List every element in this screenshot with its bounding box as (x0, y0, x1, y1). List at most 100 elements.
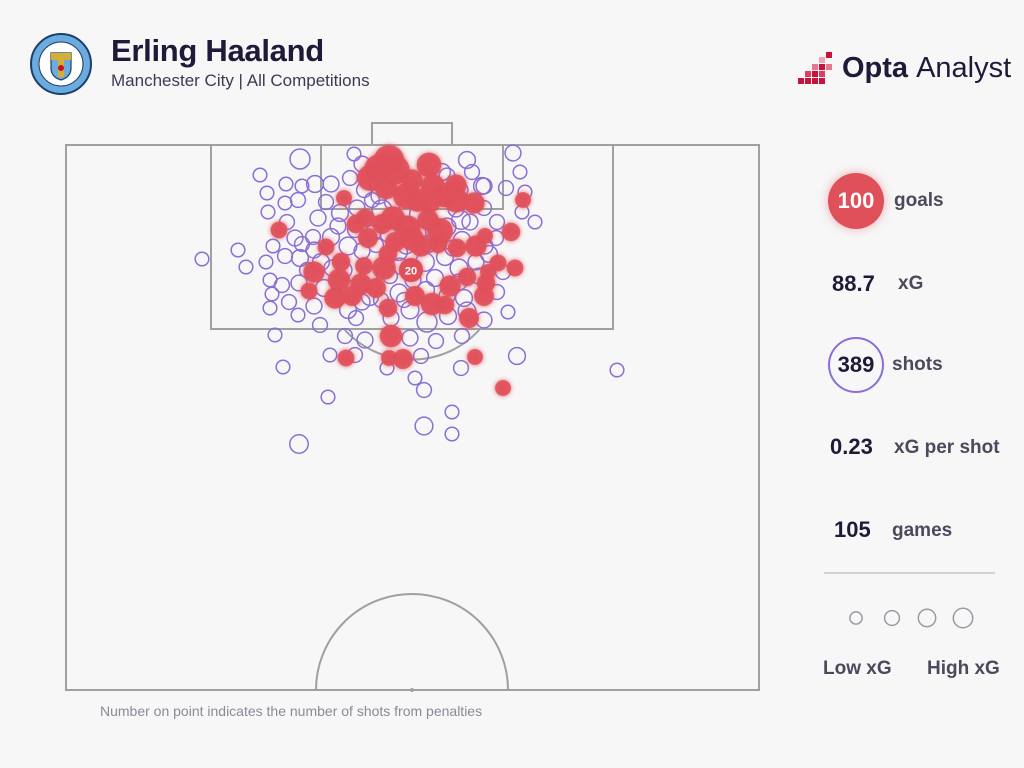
goal-point (443, 187, 469, 213)
shot-point (412, 347, 430, 365)
shot-point (527, 214, 543, 230)
shot-point (262, 272, 278, 288)
stat-goals: 100 goals (824, 173, 1014, 233)
xg-size-legend (849, 607, 974, 629)
legend-size-circle (883, 609, 901, 627)
shot-point (320, 389, 336, 405)
games-label: games (892, 520, 953, 541)
shot-point (453, 327, 471, 345)
shot-point (289, 191, 307, 209)
footnote: Number on point indicates the number of … (100, 703, 483, 719)
goal-point (435, 295, 455, 315)
goal-point (459, 308, 479, 328)
shot-point (414, 416, 434, 436)
shot-point (322, 347, 338, 363)
shot-point (507, 346, 527, 366)
shot-point (252, 167, 268, 183)
goal-point (405, 286, 425, 306)
goal-point (515, 192, 531, 208)
shot-point (609, 362, 625, 378)
xg-per-shot-label: xG per shot (894, 437, 1000, 458)
goal-point (457, 267, 477, 287)
goal-point (372, 214, 392, 234)
shots-count-badge: 389 (828, 337, 884, 393)
goal-point (416, 152, 442, 178)
stat-xg: 88.7 xG (824, 266, 1014, 326)
goal-point (327, 268, 351, 292)
shot-point (452, 359, 470, 377)
goals-count-badge: 100 (828, 173, 884, 229)
shot-point (267, 327, 283, 343)
opta-mark-icon (798, 52, 832, 84)
goal-point (358, 228, 378, 248)
manchester-city-crest-icon (30, 33, 92, 95)
penalty-marker: 20 (399, 258, 423, 282)
goal-point (303, 261, 325, 283)
goal-point (300, 282, 318, 300)
goal-point (366, 278, 386, 298)
page-subtitle: Manchester City | All Competitions (111, 71, 370, 90)
shot-point (275, 359, 291, 375)
shot-point (475, 177, 493, 195)
shot-point (265, 238, 281, 254)
xg-value: 88.7 (832, 271, 875, 296)
shot-point (230, 242, 246, 258)
shot-point (280, 293, 298, 311)
shot-point (461, 213, 479, 231)
goal-point (410, 235, 432, 257)
goal-point (495, 380, 511, 396)
shot-point (309, 209, 327, 227)
shot-point (407, 370, 423, 386)
xg-label: xG (898, 273, 924, 294)
legend-high-xg-label: High xG (927, 658, 1000, 679)
shot-point (260, 204, 276, 220)
shot-point (427, 332, 445, 350)
shot-point (259, 185, 275, 201)
goal-point (428, 234, 448, 254)
goal-point (336, 190, 352, 206)
shot-point (363, 191, 381, 209)
shot-point (329, 217, 347, 235)
goal-point (501, 222, 521, 242)
shot-point (322, 175, 340, 193)
shot-point (341, 169, 359, 187)
goal-point (355, 257, 373, 275)
shot-point (290, 307, 306, 323)
goal-point (381, 350, 397, 366)
legend-low-xg-label: Low xG (823, 658, 892, 679)
shot-point (262, 300, 278, 316)
stat-games: 105 games (824, 515, 1014, 575)
goal-point (317, 238, 335, 256)
goal-point (374, 176, 398, 200)
stat-shots: 389 shots (824, 337, 1014, 397)
shot-point (238, 259, 254, 275)
shot-point (451, 210, 471, 230)
goal-point (355, 208, 375, 228)
shot-point (278, 176, 294, 192)
shot-point (463, 163, 481, 181)
shot-point (290, 248, 310, 268)
shot-point (289, 148, 311, 170)
shot-point (277, 195, 293, 211)
shots-label: shots (892, 354, 943, 375)
goal-point (331, 252, 351, 272)
penalty-goal-point (399, 258, 423, 282)
goal (371, 122, 453, 146)
goal-point (477, 228, 493, 244)
shot-point (258, 254, 274, 270)
goal-point (480, 264, 496, 280)
legend-size-circle (917, 608, 937, 628)
shot-point (311, 316, 329, 334)
shot-point (194, 251, 210, 267)
stat-xg-per-shot: 0.23 xG per shot (824, 432, 1014, 492)
shot-point (289, 434, 309, 454)
legend-size-circle (849, 611, 863, 625)
legend-size-circle (952, 607, 974, 629)
xg-per-shot-value: 0.23 (830, 434, 873, 459)
goal-point (324, 287, 346, 309)
goals-label: goals (894, 190, 944, 211)
centre-spot (410, 688, 414, 692)
brand-word-opta: Opta (842, 51, 909, 84)
page-title: Erling Haaland (111, 33, 324, 68)
shot-point (500, 304, 516, 320)
